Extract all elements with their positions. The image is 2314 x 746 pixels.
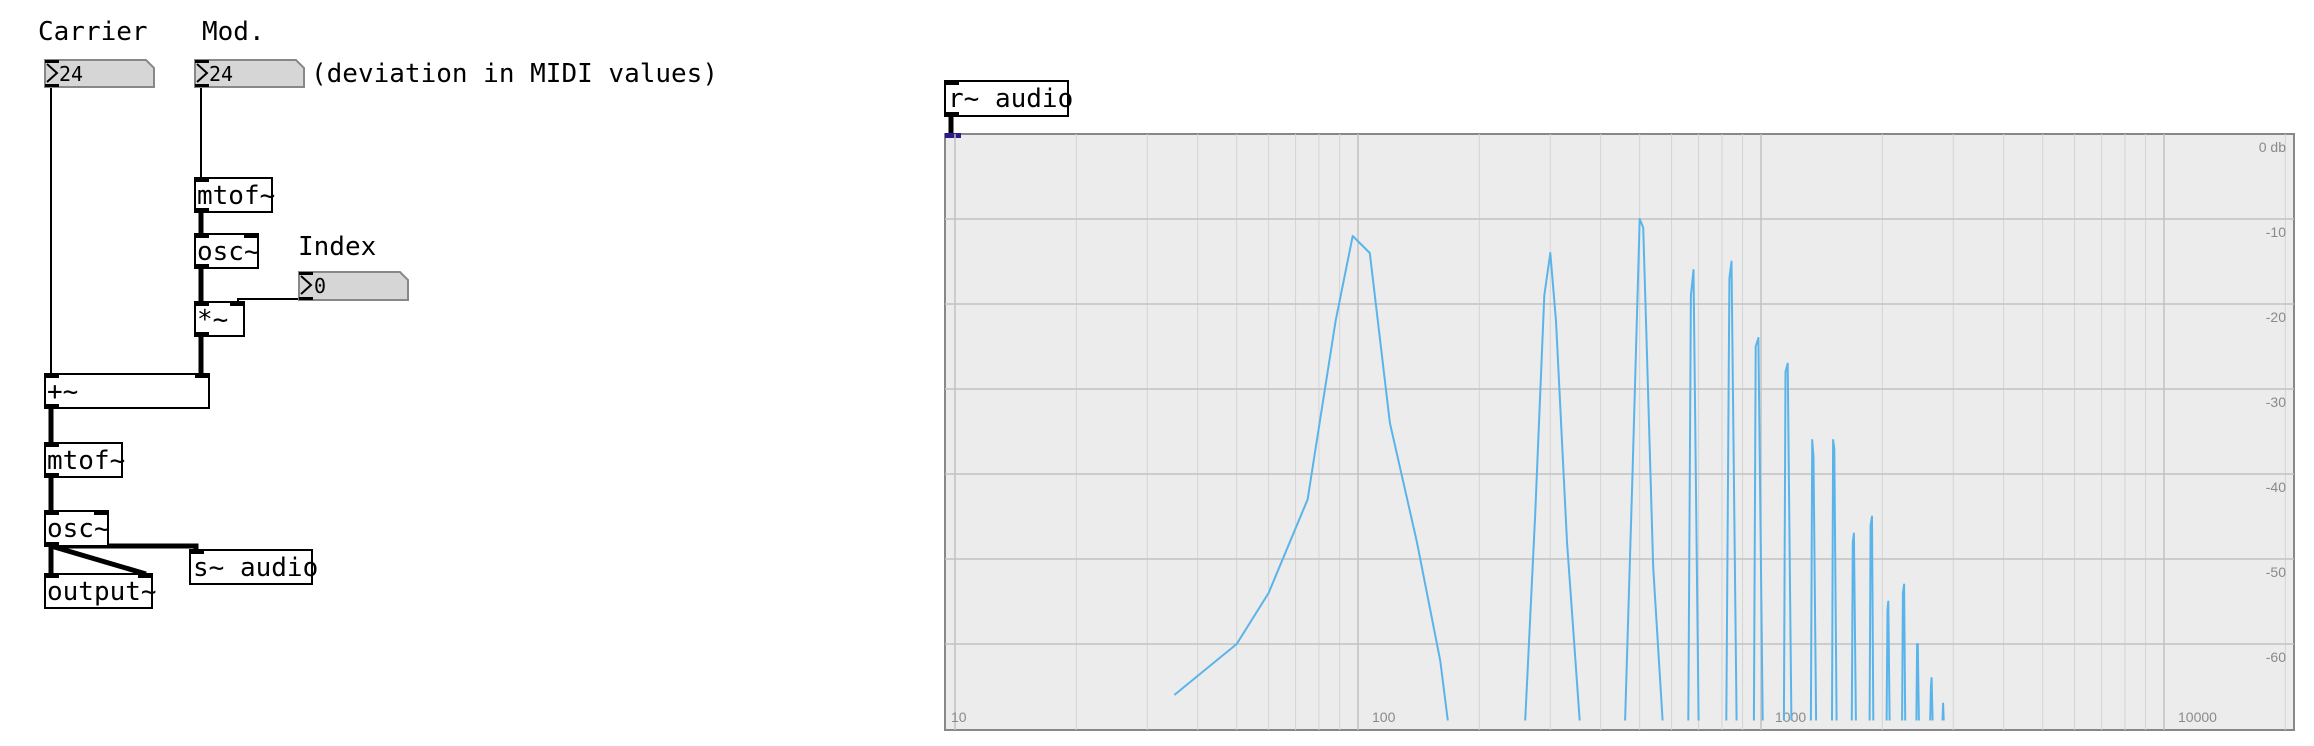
output-label: output~	[47, 577, 157, 607]
osc-carrier-label: osc~	[47, 514, 110, 544]
spectrum-peak-15	[1929, 677, 1934, 721]
multiply-object[interactable]: *~	[194, 301, 245, 337]
receive-audio-label: r~ audio	[948, 84, 1073, 114]
mtof-mod-object[interactable]: mtof~	[194, 177, 275, 213]
output-object[interactable]: output~	[44, 573, 157, 609]
spectrum-peak-7	[1782, 362, 1793, 721]
spectrum-peak-12	[1885, 600, 1891, 721]
freq-tick-label: 10000	[2178, 709, 2217, 725]
mod-number-value: 24	[209, 62, 233, 86]
osc-carrier-object[interactable]: osc~	[44, 510, 110, 547]
add-object[interactable]: +~	[44, 373, 210, 409]
freq-tick-label: 10	[951, 709, 967, 725]
carrier-number-box[interactable]: 24	[44, 59, 155, 88]
osc-mod-label: osc~	[197, 237, 260, 267]
spectrum-trace	[1173, 218, 1945, 721]
spectrum-peak-13	[1901, 583, 1907, 721]
spectrum-peak-1	[1173, 235, 1449, 721]
index-number-value: 0	[314, 274, 326, 298]
db-tick-label: -40	[2266, 479, 2286, 495]
spectrum-peak-6	[1752, 337, 1764, 721]
db-tick-label: -20	[2266, 309, 2286, 325]
mtof-mod-label: mtof~	[197, 181, 275, 211]
mod-comment: Mod.	[202, 17, 265, 47]
connection-index-to-mult[interactable]	[237, 293, 307, 302]
db-tick-label: -10	[2266, 224, 2286, 240]
receive-audio-object[interactable]: r~ audio	[944, 80, 1073, 117]
index-number-box[interactable]: 0	[298, 271, 409, 301]
spectrum-peak-9	[1831, 439, 1838, 721]
db-tick-label: -30	[2266, 394, 2286, 410]
carrier-number-value: 24	[59, 62, 83, 86]
spectrum-peak-4	[1687, 269, 1700, 721]
add-label: +~	[47, 377, 78, 407]
spectrum-peak-2	[1524, 252, 1581, 721]
patch-connections	[48, 87, 954, 577]
index-comment: Index	[298, 232, 376, 262]
osc-mod-object[interactable]: osc~	[194, 233, 260, 269]
carrier-comment: Carrier	[38, 17, 148, 47]
spectrum-peak-16	[1941, 702, 1945, 721]
spectrum-peak-14	[1915, 643, 1920, 721]
spectrum-peak-11	[1868, 515, 1875, 721]
number-triangle-icon	[300, 275, 313, 295]
number-triangle-icon	[46, 63, 59, 83]
mod-number-box[interactable]: 24	[194, 59, 305, 88]
spectrum-peak-3	[1624, 218, 1664, 721]
mtof-carrier-object[interactable]: mtof~	[44, 442, 125, 478]
send-audio-label: s~ audio	[193, 553, 318, 583]
mtof-carrier-label: mtof~	[47, 446, 125, 476]
multiply-label: *~	[197, 305, 228, 335]
connection-osc-to-output-right[interactable]	[50, 543, 147, 577]
spectrum-background	[944, 133, 2295, 731]
spectrum-display[interactable]: 0 db-10-20-30-40-50-60 10 100 1000 10000	[944, 133, 2295, 731]
spectrum-inlet	[945, 133, 961, 138]
spectrum-peak-5	[1725, 260, 1738, 721]
deviation-comment: (deviation in MIDI values)	[311, 59, 718, 89]
send-audio-object[interactable]: s~ audio	[189, 549, 318, 585]
spectrum-freq-labels: 10 100 1000 10000	[951, 709, 2217, 725]
db-tick-label: -50	[2266, 564, 2286, 580]
number-triangle-icon	[196, 63, 209, 83]
spectrum-peak-8	[1809, 439, 1818, 721]
freq-tick-label: 100	[1372, 709, 1396, 725]
db-tick-label: -60	[2266, 649, 2286, 665]
spectrum-peak-10	[1850, 532, 1857, 721]
db-tick-label: 0 db	[2259, 139, 2286, 155]
spectrum-db-labels: 0 db -10 -20 -30 -40 -50 -60	[2259, 139, 2286, 665]
